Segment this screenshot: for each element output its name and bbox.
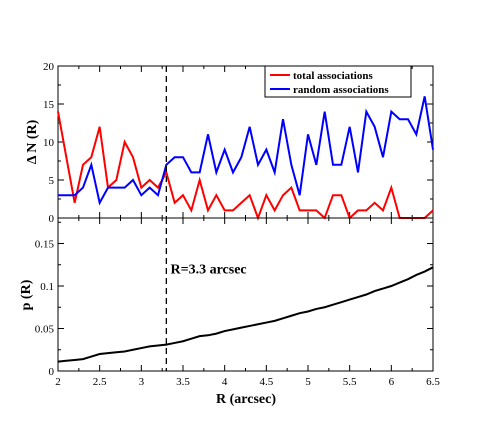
bottom-x-tick-label: 4.5 (259, 376, 273, 388)
top-y-axis-title: Δ N (R) (25, 119, 40, 164)
x-axis-title: R (arcsec) (216, 392, 276, 407)
bottom-panel: 0 0.05 0.1 0.15 2 2.5 3 3.5 4 4.5 5 5.5 6 6.5 (35, 217, 440, 388)
legend: total associations random associations (264, 65, 412, 98)
top-series-line-1 (58, 96, 434, 206)
bottom-x-tick-label: 6.5 (426, 376, 440, 388)
top-y-tick-label: 10 (43, 137, 55, 149)
bottom-x-tick-label: 6 (389, 376, 395, 388)
legend-label-total: total associations (293, 70, 373, 82)
top-y-tick-label: 0 (49, 213, 55, 225)
bottom-x-tick-label: 5.5 (343, 376, 357, 388)
bottom-y-tick-label: 0 (49, 366, 55, 378)
bottom-y-tick-label: 0.05 (35, 324, 55, 336)
legend-label-random: random associations (293, 84, 389, 96)
bottom-series-line-0 (57, 266, 434, 363)
bottom-x-tick-label: 2 (55, 376, 61, 388)
legend-box (264, 65, 412, 98)
top-series-line-0 (57, 111, 434, 221)
bottom-x-tick-label: 5 (305, 376, 311, 388)
top-y-tick-label: 20 (43, 61, 55, 73)
bottom-y-tick-label: 0.1 (40, 281, 54, 293)
annotation-r-threshold: R=3.3 arcsec (171, 262, 247, 277)
bottom-plot-frame (57, 217, 434, 372)
bottom-x-tick-label: 3.5 (176, 376, 190, 388)
bottom-y-axis-title: p (R) (19, 279, 34, 310)
top-y-tick-label: 5 (49, 175, 55, 187)
bottom-x-tick-label: 4 (222, 376, 228, 388)
bottom-y-tick-label: 0.15 (35, 239, 55, 251)
top-y-tick-label: 15 (43, 99, 55, 111)
bottom-x-tick-label: 3 (139, 376, 145, 388)
bottom-x-tick-label: 2.5 (93, 376, 107, 388)
